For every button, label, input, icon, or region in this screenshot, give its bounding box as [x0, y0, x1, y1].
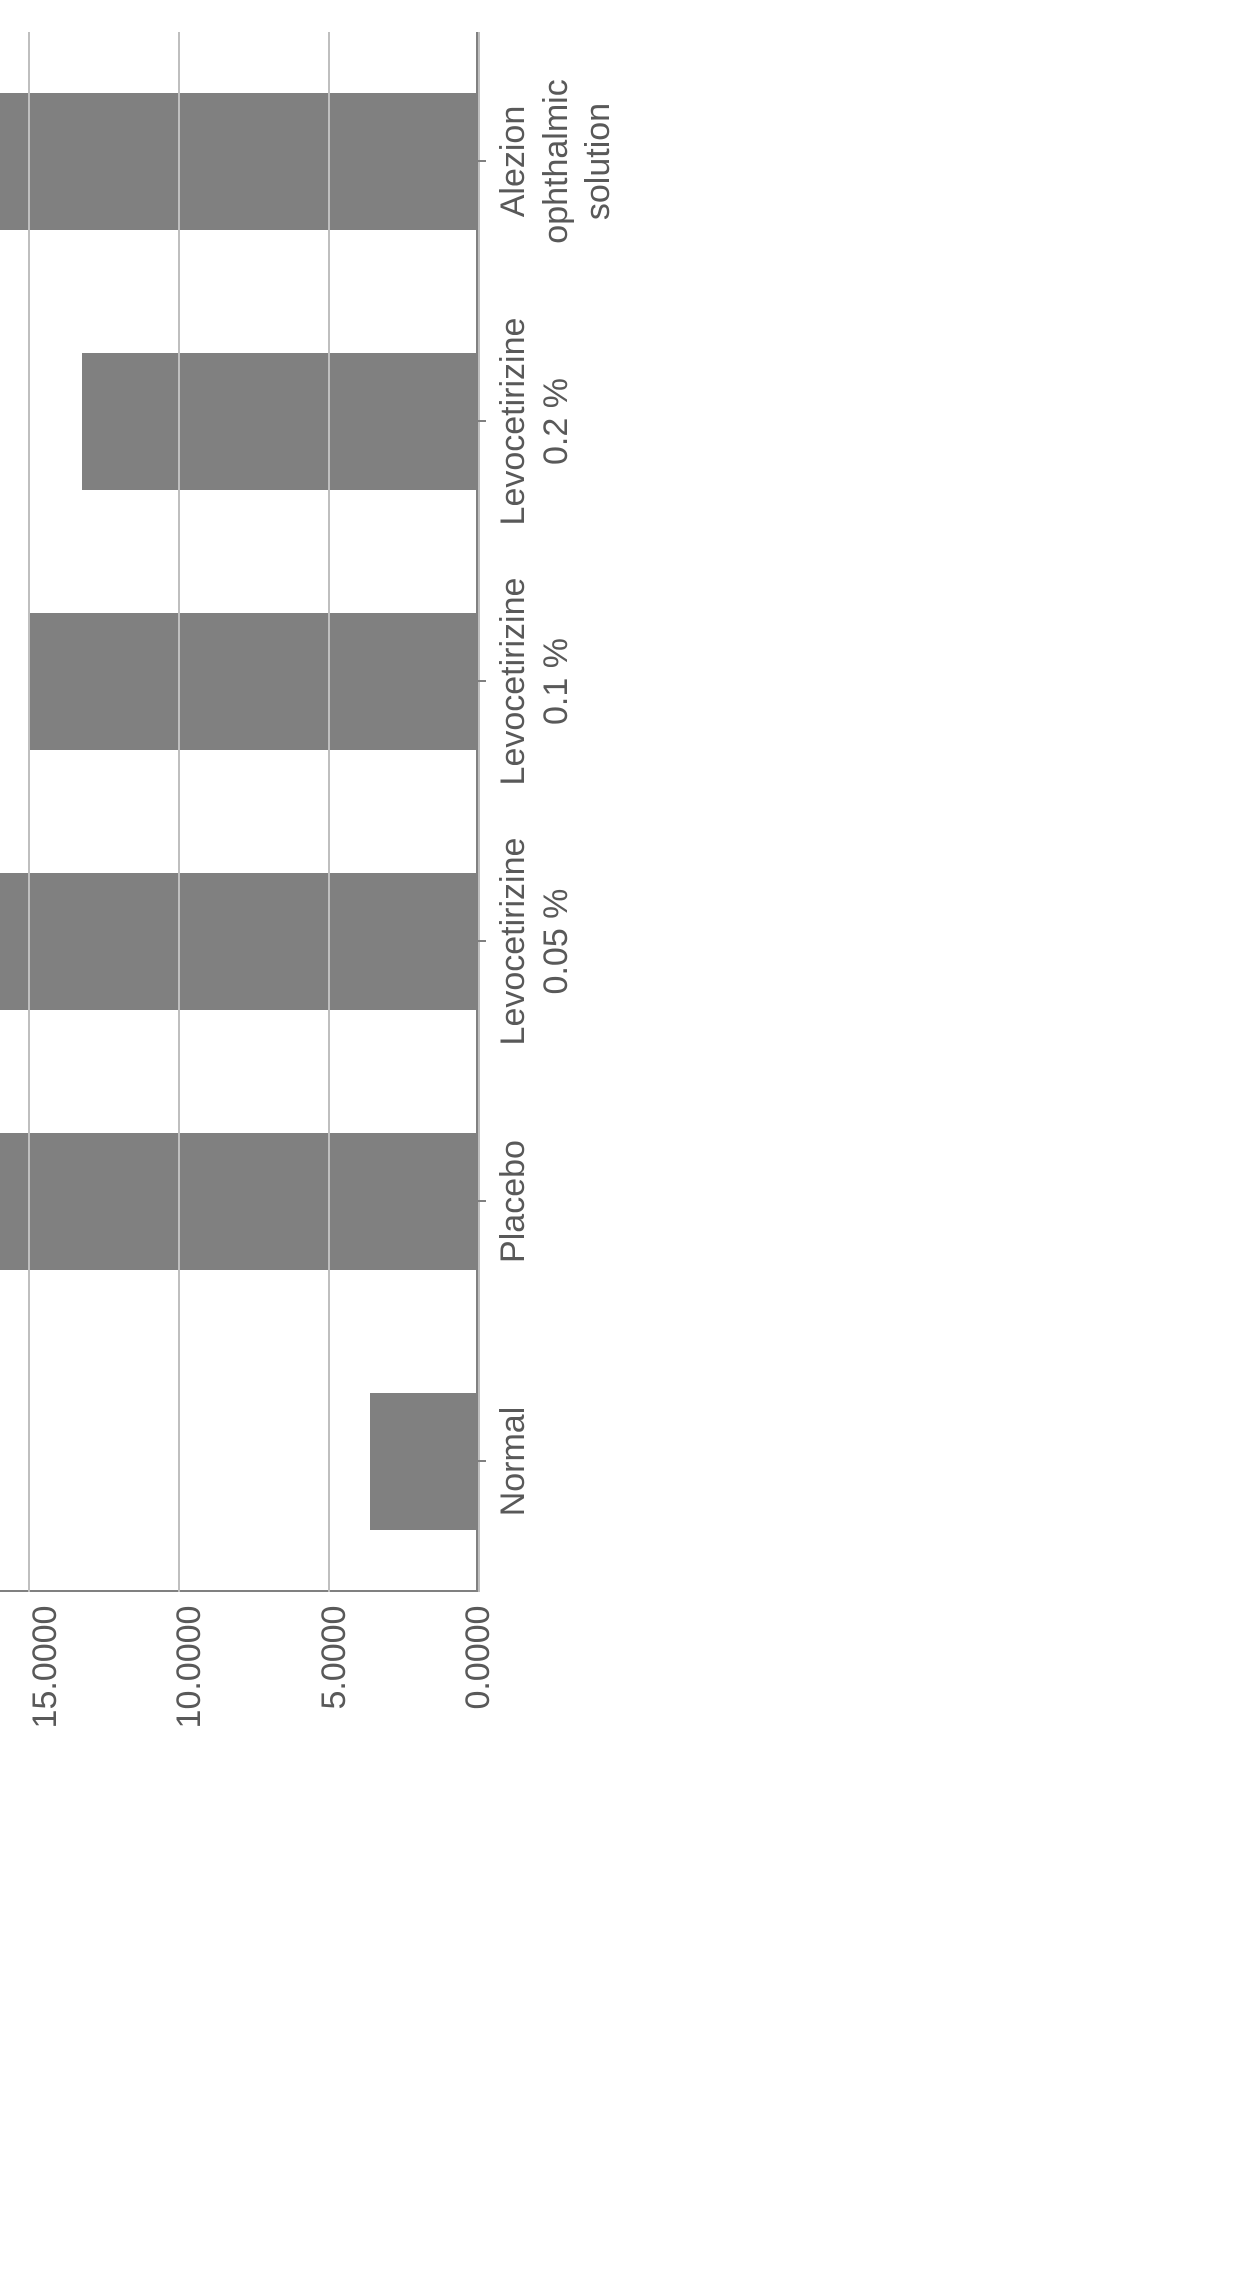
x-tick-mark: [478, 160, 486, 162]
x-tick-mark: [478, 1200, 486, 1202]
plot-area: [0, 32, 478, 1592]
y-tick-label: 15.0000: [28, 1606, 62, 1729]
x-category-label: Levocetirizine 0.05 %: [492, 805, 577, 1078]
x-category-label: Normal: [492, 1325, 535, 1598]
x-category-label: Alezion ophthalmic solution: [492, 25, 620, 298]
gridline: [28, 32, 30, 1592]
y-tick-label: 5.0000: [317, 1606, 351, 1729]
page: Amount of Evans Blue in Conjunctiva (μg/…: [0, 0, 1240, 2269]
x-category-label: Placebo: [492, 1065, 535, 1338]
bar: [0, 1133, 478, 1271]
y-axis-spacer: [478, 1592, 642, 1729]
bar: [28, 613, 478, 751]
x-tick-mark: [478, 1460, 486, 1462]
x-tick-mark: [478, 680, 486, 682]
x-axis-labels: NormalPlaceboLevocetirizine 0.05 %Levoce…: [492, 32, 642, 1592]
y-tick-label: 0.0000: [461, 1606, 495, 1729]
y-axis-line: [0, 1590, 478, 1592]
y-axis: 30.000025.000020.000015.000010.00005.000…: [0, 1592, 478, 1729]
x-tick-mark: [478, 940, 486, 942]
bar: [82, 353, 478, 491]
bar: [0, 93, 478, 231]
chart-rotated-container: Amount of Evans Blue in Conjunctiva (μg/…: [0, 0, 642, 1760]
evans-blue-bar-chart: Amount of Evans Blue in Conjunctiva (μg/…: [0, 0, 642, 1760]
gridline: [328, 32, 330, 1592]
x-category-label: Levocetirizine 0.1 %: [492, 545, 577, 818]
y-tick-label: 10.0000: [172, 1606, 206, 1729]
bar: [370, 1393, 478, 1531]
x-tick-mark: [478, 420, 486, 422]
x-category-label: Levocetirizine 0.2 %: [492, 285, 577, 558]
x-labels-row: NormalPlaceboLevocetirizine 0.05 %Levoce…: [478, 32, 642, 1729]
bar: [0, 873, 478, 1011]
gridline: [478, 32, 480, 1592]
plot-row: 30.000025.000020.000015.000010.00005.000…: [0, 32, 478, 1729]
bars-layer: [0, 32, 478, 1592]
gridline: [178, 32, 180, 1592]
